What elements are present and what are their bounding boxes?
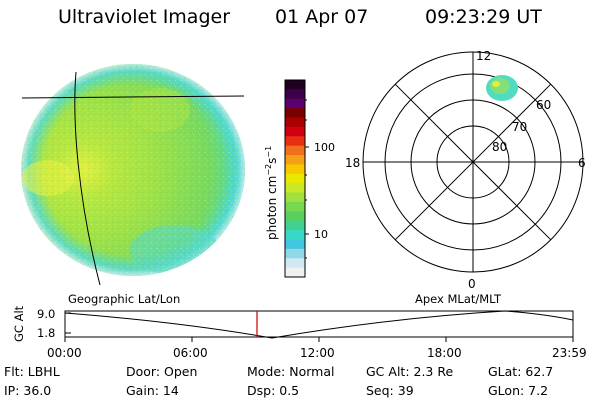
- colorbar-swatch: [285, 155, 305, 166]
- door-value: Door: Open: [126, 364, 198, 379]
- colorbar-label: photon cm−2s−1: [264, 146, 279, 240]
- timeline-right-caption: Apex MLat/MLT: [415, 292, 502, 306]
- colorbar-swatch: [285, 117, 305, 128]
- mode-value: Mode: Normal: [247, 364, 335, 379]
- colorbar-swatch: [285, 230, 305, 241]
- glon-value: GLon: 7.2: [488, 383, 549, 398]
- colorbar-swatch: [285, 220, 305, 231]
- colorbar-swatch: [285, 192, 305, 203]
- colorbar-swatch: [285, 126, 305, 137]
- colorbar-swatch: [285, 98, 305, 109]
- polar-plot: [362, 51, 584, 273]
- polar-lat-80: 80: [492, 140, 507, 154]
- longitude-line: [74, 71, 101, 286]
- polar-label-top: 12: [476, 49, 491, 63]
- colorbar-tick-100: 100: [314, 141, 335, 154]
- filter-value: Flt: LBHL: [4, 364, 60, 379]
- timeline-plot: [64, 310, 574, 342]
- timeline-xtick: 06:00: [173, 346, 208, 360]
- colorbar-swatch: [285, 173, 305, 184]
- dsp-value: Dsp: 0.5: [247, 383, 300, 398]
- ip-value: IP: 36.0: [4, 383, 52, 398]
- colorbar-swatch: [285, 267, 305, 278]
- colorbar-tick-10: 10: [314, 228, 328, 241]
- seq-value: Seq: 39: [366, 383, 414, 398]
- timeline-xtick: 12:00: [300, 346, 335, 360]
- colorbar-swatch: [285, 164, 305, 175]
- header-bar: Ultraviolet Imager 01 Apr 07 09:23:29 UT: [0, 6, 600, 32]
- polar-label-left: 18: [345, 156, 360, 170]
- timeline-xtick: 23:59: [552, 346, 587, 360]
- timeline-ytick-bottom: 1.8: [37, 326, 55, 340]
- polar-label-right: 6: [578, 156, 586, 170]
- colorbar-swatch: [285, 89, 305, 100]
- altitude-curve: [64, 310, 574, 339]
- polar-lat-60: 60: [536, 98, 551, 112]
- gain-value: Gain: 14: [126, 383, 179, 398]
- colorbar-swatch: [285, 248, 305, 259]
- timeline-ytick-top: 9.0: [37, 307, 55, 321]
- header-date: 01 Apr 07: [275, 6, 369, 28]
- colorbar: [284, 79, 309, 278]
- colorbar-swatch: [285, 108, 305, 119]
- colorbar-swatch: [285, 201, 305, 212]
- polar-lat-70: 70: [512, 120, 527, 134]
- timeline-xtick: 18:00: [427, 346, 462, 360]
- polar-label-bottom: 0: [468, 277, 476, 291]
- colorbar-swatch: [285, 183, 305, 194]
- colorbar-swatch: [285, 239, 305, 250]
- timeline-left-caption: Geographic Lat/Lon: [68, 292, 180, 306]
- glat-value: GLat: 62.7: [488, 364, 554, 379]
- timeline-xtick: 00:00: [47, 346, 82, 360]
- colorbar-swatch: [285, 80, 305, 90]
- colorbar-swatch: [285, 258, 305, 269]
- uv-earth-image: [21, 64, 245, 276]
- colorbar-swatch: [285, 211, 305, 222]
- gc-alt-value: GC Alt: 2.3 Re: [366, 364, 454, 379]
- colorbar-swatch: [285, 145, 305, 156]
- timeline-ylabel: GC Alt: [12, 305, 26, 342]
- latitude-line: [21, 95, 245, 99]
- colorbar-swatch: [285, 136, 305, 147]
- app-title: Ultraviolet Imager: [58, 6, 231, 28]
- header-time: 09:23:29 UT: [425, 6, 542, 28]
